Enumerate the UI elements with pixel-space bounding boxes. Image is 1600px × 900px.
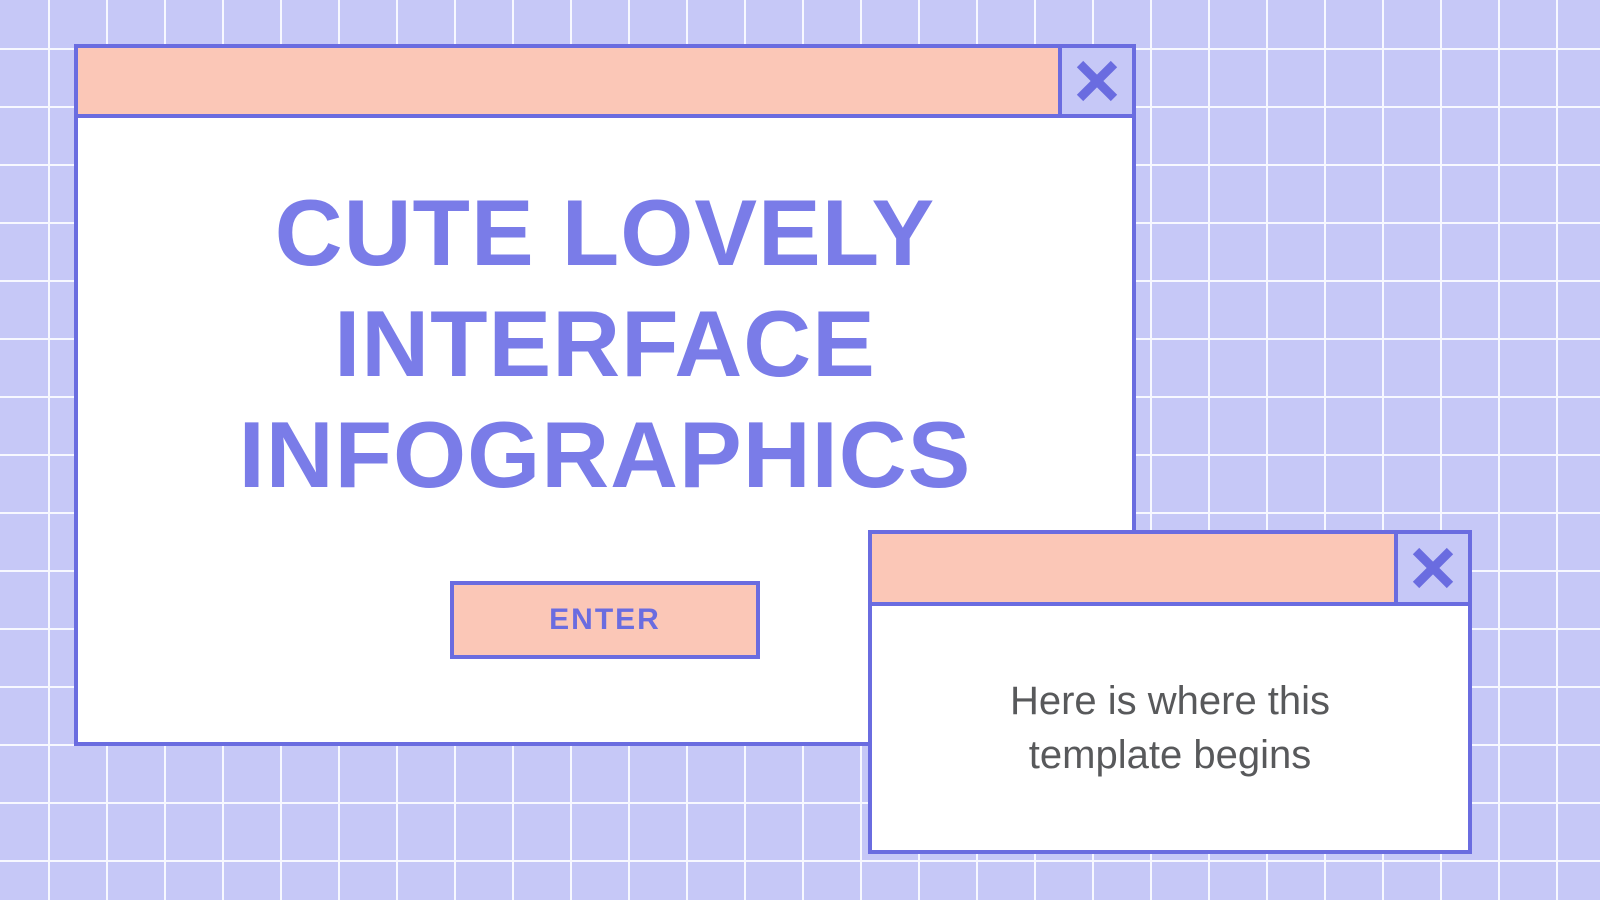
main-titlebar-fill [78,48,1058,114]
enter-button[interactable]: ENTER [450,581,760,659]
close-icon [1077,61,1117,101]
main-titlebar [78,48,1132,118]
sub-titlebar-fill [872,534,1394,602]
sub-content: Here is where this template begins [872,606,1468,850]
main-close-button[interactable] [1058,48,1132,114]
close-icon [1413,548,1453,588]
sub-text: Here is where this template begins [932,674,1408,782]
sub-window: Here is where this template begins [868,530,1472,854]
main-title: CUTE LOVELY INTERFACE INFOGRAPHICS [118,178,1092,511]
sub-titlebar [872,534,1468,606]
sub-close-button[interactable] [1394,534,1468,602]
